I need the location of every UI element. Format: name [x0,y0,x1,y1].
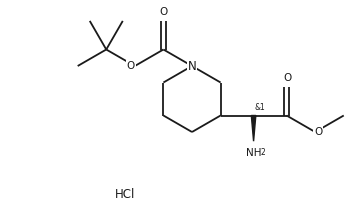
Text: NH: NH [246,148,261,158]
Text: N: N [188,59,196,72]
Text: O: O [127,61,135,71]
Text: HCl: HCl [115,189,135,202]
Polygon shape [251,115,256,141]
Text: &1: &1 [255,104,266,112]
Text: 2: 2 [260,148,265,157]
Text: O: O [159,7,167,17]
Text: O: O [314,127,322,137]
Text: O: O [284,73,292,84]
